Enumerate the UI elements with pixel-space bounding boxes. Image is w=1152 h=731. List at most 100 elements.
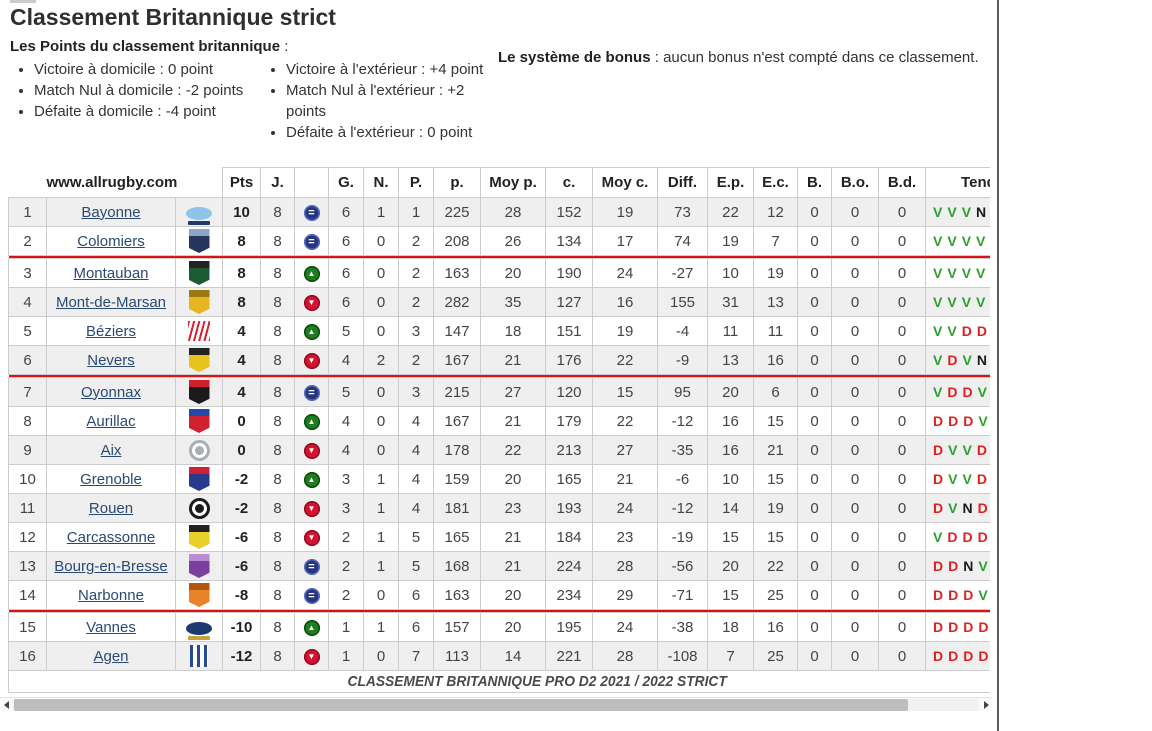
team-link[interactable]: Montauban <box>73 264 149 282</box>
points-cell: -12 <box>222 641 261 671</box>
stat-cell: 21 <box>480 522 546 552</box>
stat-cell: 22 <box>480 435 546 465</box>
team-link[interactable]: Bayonne <box>81 203 141 221</box>
points-cell: -2 <box>222 493 261 523</box>
table-row: 15 Vannes -10 8 ▲ 1 1 6 157 20 195 24 -38 18 16 0 0 0 D D D D <box>8 612 990 642</box>
scrollbar-track[interactable] <box>13 699 979 711</box>
stat-cell: 0 <box>797 612 832 642</box>
bonus-system-note: Le système de bonus : aucun bonus n'est … <box>498 49 982 66</box>
trend-letter: V <box>978 557 988 574</box>
table-caption-row: CLASSEMENT BRITANNIQUE PRO D2 2021 / 202… <box>8 670 990 693</box>
team-link[interactable]: Narbonne <box>78 586 144 604</box>
stat-cell: 19 <box>753 493 798 523</box>
stat-cell: 0 <box>878 345 926 375</box>
trend-letter: D <box>947 351 958 368</box>
team-link[interactable]: Mont-de-Marsan <box>55 293 167 311</box>
team-link[interactable]: Aurillac <box>86 412 136 430</box>
zone-separator <box>8 255 990 259</box>
stat-cell: 0 <box>831 612 879 642</box>
team-link[interactable]: Vannes <box>86 618 136 636</box>
team-link[interactable]: Aix <box>100 441 122 459</box>
team-link[interactable]: Colomiers <box>77 232 145 250</box>
team-link[interactable]: Nevers <box>87 351 135 369</box>
team-link[interactable]: Oyonnax <box>80 383 142 401</box>
stat-cell: 20 <box>707 377 754 407</box>
table-row: 10 Grenoble -2 8 ▲ 3 1 4 159 20 165 21 -6 10 15 0 0 0 D V V D <box>8 464 990 494</box>
table-row: 13 Bourg-en-Bresse -6 8 = 2 1 5 168 21 224 28 -56 20 2… <box>8 551 990 581</box>
table-row: 3 Montauban 8 8 ▲ 6 0 2 163 20 190 24 -27 10 19 0 0 0 V V V V <box>8 258 990 288</box>
stat-cell: 24 <box>592 612 658 642</box>
games-played-cell: 8 <box>260 580 295 610</box>
stat-cell: 0 <box>831 316 879 346</box>
stat-cell: 20 <box>480 612 546 642</box>
games-played-cell: 8 <box>260 287 295 317</box>
stat-cell: 0 <box>797 197 832 227</box>
stat-cell: 151 <box>545 316 593 346</box>
stat-cell: 0 <box>831 641 879 671</box>
scrollbar-left-arrow-icon[interactable] <box>0 698 12 712</box>
stat-cell: 3 <box>398 377 434 407</box>
trend-letter: D <box>933 618 944 635</box>
trend-down-icon: ▼ <box>303 352 320 369</box>
points-cell: 0 <box>222 406 261 436</box>
points-cell: 4 <box>222 316 261 346</box>
trend-letter: D <box>933 647 944 664</box>
trend-down-icon: ▼ <box>303 442 320 459</box>
trend-letter: V <box>933 322 943 339</box>
column-header-p: p. <box>433 167 481 198</box>
team-link[interactable]: Grenoble <box>80 470 142 488</box>
stat-cell: 2 <box>398 258 434 288</box>
stat-cell: 155 <box>657 287 708 317</box>
trend-letter: N <box>976 203 987 220</box>
scrollbar-right-arrow-icon[interactable] <box>980 698 992 712</box>
table-row: 16 Agen -12 8 ▼ 1 0 7 113 14 221 28 -108 7 25 0 0 0 D D D D <box>8 641 990 671</box>
table-row: 1 Bayonne 10 8 = 6 1 1 225 28 152 19 73 22 12 0 0 0 V V V N <box>8 197 990 227</box>
team-logo <box>188 497 210 519</box>
points-cell: 4 <box>222 345 261 375</box>
stat-cell: 213 <box>545 435 593 465</box>
trend-letter: D <box>933 412 944 429</box>
team-link[interactable]: Agen <box>93 647 129 665</box>
horizontal-scrollbar[interactable] <box>0 697 992 711</box>
rank-cell: 16 <box>8 641 47 671</box>
scrollbar-thumb[interactable] <box>14 699 908 711</box>
stat-cell: 0 <box>363 641 399 671</box>
stat-cell: 20 <box>707 551 754 581</box>
team-logo <box>188 321 210 341</box>
stat-cell: 10 <box>707 464 754 494</box>
stat-cell: 18 <box>480 316 546 346</box>
stat-cell: 127 <box>545 287 593 317</box>
team-link[interactable]: Bourg-en-Bresse <box>54 557 168 575</box>
rank-cell: 14 <box>8 580 47 610</box>
stat-cell: 163 <box>433 580 481 610</box>
team-link[interactable]: Rouen <box>88 499 134 517</box>
column-header-bo: B.o. <box>831 167 879 198</box>
stat-cell: 0 <box>797 435 832 465</box>
table-row: 2 Colomiers 8 8 = 6 0 2 208 26 134 17 74 19 7 0 0 0 V V V V <box>8 226 990 256</box>
stat-cell: 1 <box>363 493 399 523</box>
stat-cell: 16 <box>753 612 798 642</box>
team-link[interactable]: Béziers <box>85 322 137 340</box>
stat-cell: 5 <box>398 522 434 552</box>
trend-letter: V <box>978 412 988 429</box>
table-header-row: www.allrugby.com Pts J. G. N. P. p. Moy p. c. Mo… <box>8 167 990 198</box>
trend-letter: V <box>961 293 972 310</box>
team-link[interactable]: Carcassonne <box>66 528 156 546</box>
trend-letter: V <box>978 586 988 603</box>
page-title: Classement Britannique strict <box>10 4 336 30</box>
stat-cell: 0 <box>831 493 879 523</box>
stat-cell: 16 <box>707 406 754 436</box>
stat-cell: 2 <box>328 580 364 610</box>
stat-cell: 3 <box>398 316 434 346</box>
column-header-p: P. <box>398 167 434 198</box>
stat-cell: 0 <box>878 287 926 317</box>
stat-cell: 0 <box>878 435 926 465</box>
zone-separator <box>8 609 990 613</box>
stat-cell: -9 <box>657 345 708 375</box>
stat-cell: 0 <box>878 551 926 581</box>
stat-cell: 0 <box>831 551 879 581</box>
stat-cell: 6 <box>328 197 364 227</box>
stat-cell: 0 <box>831 580 879 610</box>
